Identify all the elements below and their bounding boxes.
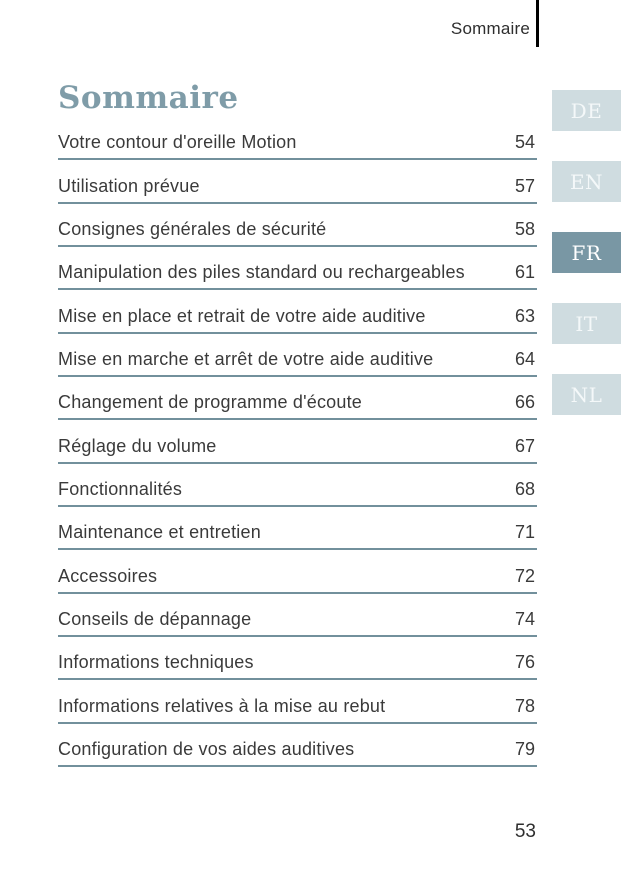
toc-entry[interactable]: Votre contour d'oreille Motion 54 [58,117,537,161]
toc-entry[interactable]: Mise en place et retrait de votre aide a… [58,290,537,334]
toc-entry-label: Conseils de dépannage [58,608,252,629]
toc-entry-label: Mise en place et retrait de votre aide a… [58,305,426,326]
language-tab[interactable]: DE [552,90,621,131]
toc-entry-page-number: 58 [514,218,535,239]
toc-entry[interactable]: Informations relatives à la mise au rebu… [58,680,537,724]
toc-entry[interactable]: Maintenance et entretien 71 [58,507,537,551]
toc-entry[interactable]: Manipulation des piles standard ou recha… [58,247,537,291]
toc-entry-page-number: 61 [514,262,535,283]
toc-entry-page-number: 66 [514,392,535,413]
toc-entry[interactable]: Accessoires 72 [58,550,537,594]
header-divider-line [536,0,539,47]
language-tab[interactable]: EN [552,161,621,202]
toc-entry-page-number: 78 [514,695,535,716]
toc-entry-label: Changement de programme d'écoute [58,392,363,413]
toc-entry-label: Mise en marche et arrêt de votre aide au… [58,348,434,369]
folio-page-number: 53 [514,821,536,842]
toc-entry-label: Maintenance et entretien [58,522,261,543]
toc-entry-page-number: 64 [514,348,535,369]
toc-entry-label: Réglage du volume [58,435,217,456]
toc-entry-label: Manipulation des piles standard ou recha… [58,262,465,283]
toc-entry-label: Utilisation prévue [58,175,200,196]
toc-entry[interactable]: Configuration de vos aides auditives 79 [58,724,537,767]
toc-entry-page-number: 76 [514,652,535,673]
toc-entry[interactable]: Informations techniques 76 [58,637,537,681]
toc-entry-label: Fonctionnalités [58,478,183,499]
language-tab-bar: DE EN FR IT NL [552,90,621,415]
toc-entry-label: Informations relatives à la mise au rebu… [58,695,386,716]
toc-entry-label: Consignes générales de sécurité [58,218,327,239]
toc-entry[interactable]: Fonctionnalités 68 [58,464,537,507]
toc-entry-label: Votre contour d'oreille Motion [58,132,297,153]
toc-entry-page-number: 54 [514,132,535,153]
running-header: Sommaire [450,19,530,38]
toc-entry-page-number: 74 [514,608,535,629]
page-title: Sommaire [58,80,239,116]
toc-entry-label: Accessoires [58,565,158,586]
toc-entry[interactable]: Consignes générales de sécurité 58 [58,204,537,247]
toc-entry[interactable]: Utilisation prévue 57 [58,160,537,204]
toc-entry-page-number: 71 [514,522,535,543]
toc-entry-label: Informations techniques [58,652,254,673]
toc-entry-label: Configuration de vos aides auditives [58,738,355,759]
toc-entry-page-number: 63 [514,305,535,326]
toc-entry[interactable]: Changement de programme d'écoute 66 [58,377,537,421]
language-tab[interactable]: NL [552,374,621,415]
language-tab[interactable]: FR [552,232,621,273]
toc-entry-page-number: 68 [514,478,535,499]
toc-entry-page-number: 67 [514,435,535,456]
toc-entry[interactable]: Réglage du volume 67 [58,420,537,464]
language-tab[interactable]: IT [552,303,621,344]
toc-entry-page-number: 79 [514,738,535,759]
toc-entry[interactable]: Mise en marche et arrêt de votre aide au… [58,334,537,377]
toc-entry-page-number: 57 [514,175,535,196]
toc-entry-page-number: 72 [514,565,535,586]
toc-list: Votre contour d'oreille Motion 54 Utilis… [58,117,537,767]
toc-entry[interactable]: Conseils de dépannage 74 [58,594,537,637]
